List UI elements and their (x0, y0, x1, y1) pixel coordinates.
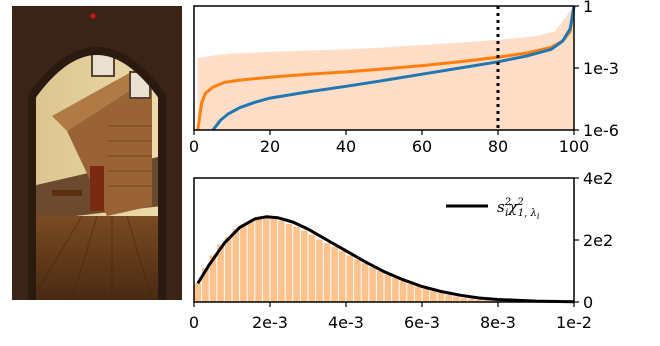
histogram-bar (194, 283, 202, 302)
top-xtick-label: 20 (260, 137, 280, 156)
histogram-bar (430, 291, 437, 302)
top-xtick-label: 40 (336, 137, 356, 156)
top-xtick-label: 0 (189, 137, 199, 156)
histogram-bar (262, 216, 270, 302)
histogram-bar (384, 274, 392, 302)
histogram-bar (437, 293, 445, 302)
top-ytick-label: 1e-6 (583, 121, 619, 140)
histogram-bar (361, 263, 369, 302)
histogram-bar (300, 230, 308, 302)
series-line-2 (211, 5, 576, 131)
top-ytick-label: 1 (583, 0, 593, 16)
histogram-bar (270, 218, 278, 302)
bottom-xtick-label: 6e-3 (404, 313, 440, 332)
bottom-xtick-label: 4e-3 (328, 313, 364, 332)
histogram-bar (202, 267, 209, 302)
histogram-bar (285, 223, 293, 302)
top-xtick-label: 100 (559, 137, 590, 156)
histogram-bar (369, 267, 376, 302)
histogram-bar (392, 277, 399, 302)
histogram-bar (331, 246, 338, 302)
bottom-ytick-label: 4e2 (583, 169, 613, 188)
histogram-bar (407, 284, 414, 302)
bottom-xtick-label: 1e-2 (556, 313, 592, 332)
histogram-bar (232, 229, 240, 302)
histogram-bar (278, 220, 285, 302)
histogram-bar (460, 297, 468, 302)
bottom-xtick-label: 8e-3 (480, 313, 516, 332)
histogram-bar (376, 271, 384, 302)
histogram-bar (445, 294, 452, 302)
bottom-xtick-label: 2e-3 (252, 313, 288, 332)
histogram-bar (354, 259, 361, 302)
histogram-bar (247, 220, 255, 302)
bottom-xtick-label: 0 (189, 313, 199, 332)
histogram-bar (308, 234, 316, 302)
top-ytick-label: 1e-3 (583, 59, 619, 78)
histogram-bar (240, 224, 247, 302)
histogram-bar (475, 299, 483, 302)
histogram-bar (224, 236, 232, 302)
histogram-bar (217, 244, 224, 302)
histogram-bar (399, 280, 407, 302)
top-xtick-label: 80 (488, 137, 508, 156)
top-xtick-label: 60 (412, 137, 432, 156)
histogram-bar (452, 296, 460, 302)
histogram-bar (323, 243, 331, 302)
histogram-bar (483, 300, 490, 302)
histogram-bar (338, 250, 346, 302)
staircase-room-image (12, 6, 182, 300)
histogram-bar (346, 255, 354, 302)
histogram-bar (422, 288, 430, 302)
histogram-bar (468, 298, 475, 302)
histogram-bar (209, 255, 217, 302)
histogram-bar (414, 286, 422, 302)
histogram-bar (255, 218, 262, 302)
bottom-ytick-label: 0 (583, 293, 593, 312)
histogram-bar (316, 239, 323, 302)
density-curve (196, 215, 575, 304)
histogram-bar (293, 226, 300, 302)
legend-label: s2 iχ2 1, λi (497, 197, 540, 221)
bottom-ytick-label: 2e2 (583, 231, 613, 250)
